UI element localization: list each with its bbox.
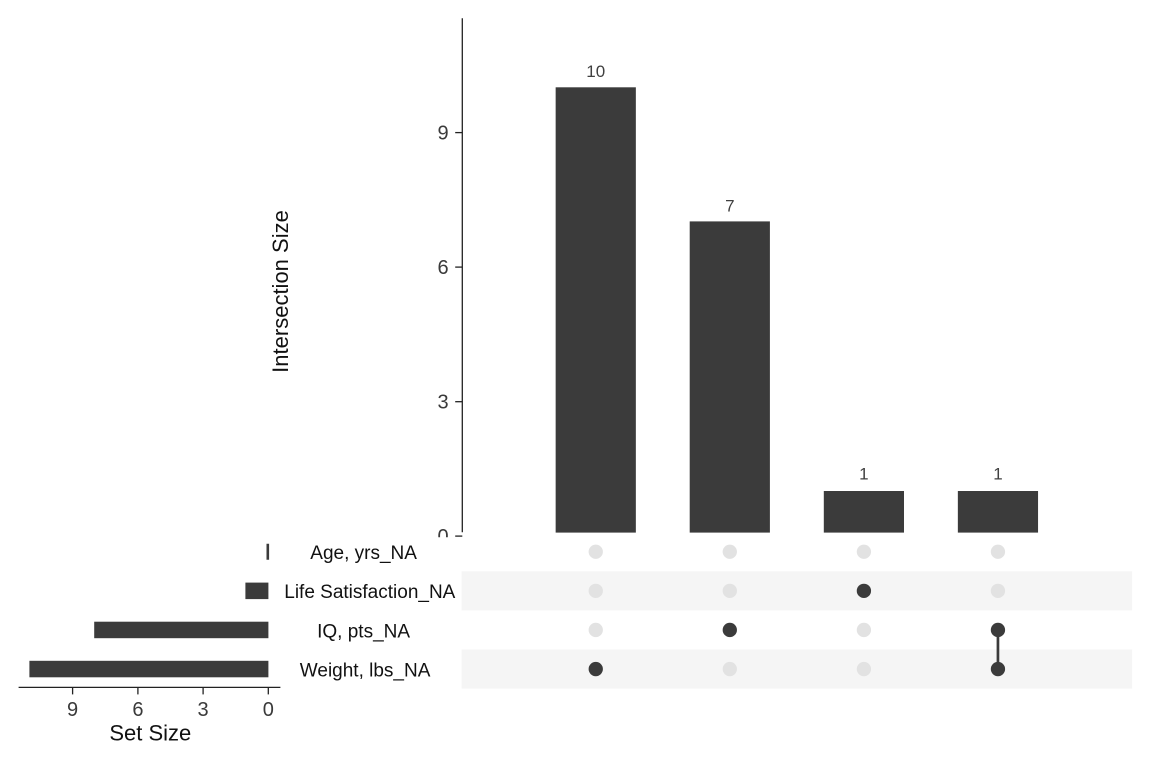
svg-text:IQ, pts_NA: IQ, pts_NA [317, 621, 410, 642]
svg-text:9: 9 [437, 123, 448, 145]
svg-text:0: 0 [437, 526, 448, 548]
svg-text:0: 0 [263, 699, 274, 721]
svg-text:Life Satisfaction_NA: Life Satisfaction_NA [284, 582, 455, 603]
svg-text:9: 9 [67, 699, 78, 721]
svg-text:1: 1 [859, 465, 868, 484]
svg-text:1: 1 [993, 465, 1002, 484]
svg-text:6: 6 [437, 257, 448, 279]
svg-text:6: 6 [132, 699, 143, 721]
svg-text:Age, yrs_NA: Age, yrs_NA [310, 543, 417, 564]
svg-text:Intersection Size: Intersection Size [268, 210, 293, 373]
svg-text:3: 3 [198, 699, 209, 721]
svg-text:10: 10 [586, 62, 605, 81]
svg-text:Set Size: Set Size [109, 721, 191, 746]
svg-text:3: 3 [437, 392, 448, 414]
svg-text:7: 7 [725, 196, 734, 215]
svg-text:Weight, lbs_NA: Weight, lbs_NA [300, 660, 431, 681]
